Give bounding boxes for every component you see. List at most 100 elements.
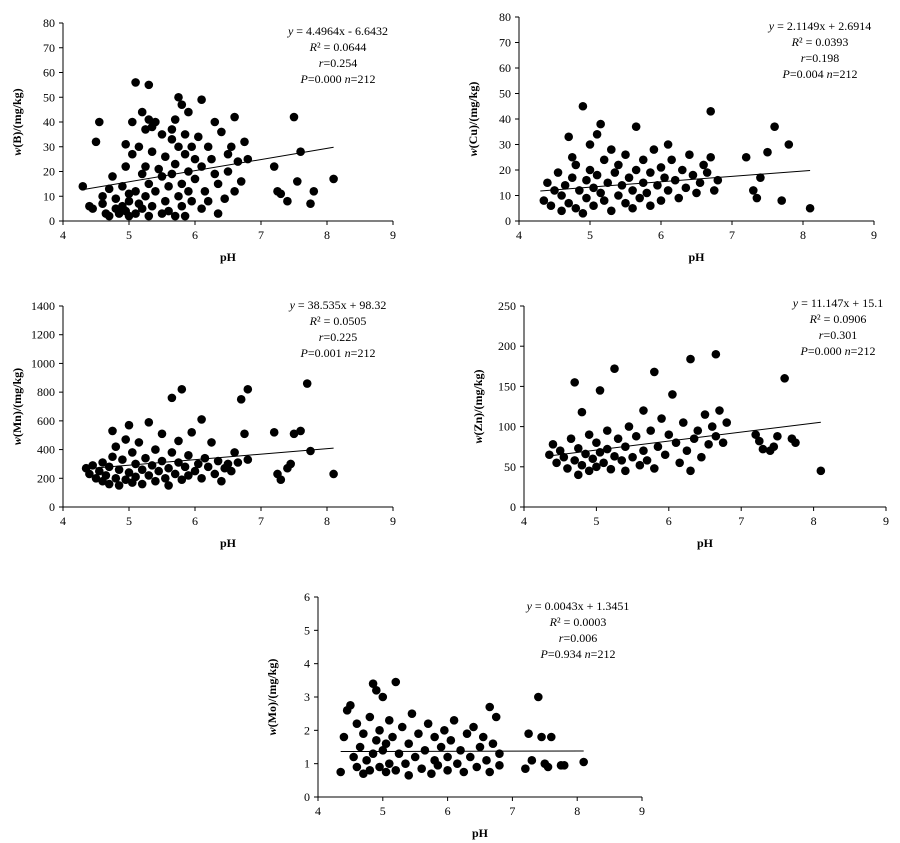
data-point [456,746,465,755]
data-point [639,406,648,415]
data-point [617,181,627,190]
data-point [194,459,203,469]
data-point [678,165,687,175]
data-point [628,452,637,462]
data-point [756,173,765,182]
y-tick-label: 0 [510,500,516,514]
x-tick-label: 6 [445,804,451,818]
r-squared-label: R² = 0.0906 [809,312,867,326]
data-point [682,446,692,456]
data-point [621,150,630,159]
data-point [128,149,137,159]
data-point [161,473,170,483]
x-tick-label: 7 [258,228,264,242]
y-tick-label: 600 [37,414,55,428]
data-point [602,426,612,435]
x-tick-label: 5 [380,804,386,818]
data-point [642,456,652,465]
data-point [240,429,249,439]
data-point [777,196,786,205]
x-tick-label: 9 [390,514,396,528]
data-point [203,142,213,152]
data-point [614,160,623,170]
x-tick-label: 8 [324,514,330,528]
data-point [606,464,616,474]
data-point [709,186,719,195]
data-point [585,165,595,175]
data-point [336,767,345,777]
data-point [362,756,371,765]
x-tick-label: 8 [800,228,806,242]
data-point [147,461,157,470]
data-point [141,125,150,134]
data-point [624,422,634,431]
data-point [170,469,180,479]
data-point [161,196,170,206]
y-tick-label: 150 [498,379,516,393]
y-tick-label: 60 [43,66,55,80]
data-point [707,422,717,431]
chart-mn: 4 5 6 7 8 9 0 200 400 600 800 1000 1200 1400 pH w(Mn)/(… [10,298,396,550]
data-point [144,471,154,480]
data-point [177,384,187,394]
data-point [381,767,391,777]
data-point [534,692,543,702]
data-point [177,201,187,211]
data-point [134,438,144,447]
data-point [161,152,170,161]
data-point [417,764,426,773]
data-point [114,481,124,490]
x-tick-label: 5 [126,514,132,528]
data-point [210,469,220,479]
data-point [174,458,183,467]
data-point [98,199,107,208]
trend-line [82,146,334,191]
data-point [631,122,641,131]
data-point [137,204,147,213]
y-tick-label: 0 [304,790,310,804]
data-point [688,170,698,180]
x-axis-label: pH [697,536,714,550]
data-point [368,749,378,758]
data-point [635,193,644,203]
y-tick-label: 200 [498,339,516,353]
data-point [584,430,594,439]
data-point [391,677,401,687]
data-point [574,444,583,453]
data-point [114,465,124,474]
data-point [141,162,150,171]
data-point [697,452,706,462]
data-point [692,188,701,198]
data-point [570,378,579,387]
data-point [657,414,666,423]
data-point [269,162,279,171]
data-point [111,473,121,483]
data-point [674,193,684,203]
data-point [91,473,101,483]
p-n-label: P=0.000 n=212 [800,344,876,358]
data-point [430,732,439,742]
data-point [559,452,569,462]
x-tick-label: 5 [126,228,132,242]
data-point [180,462,190,472]
y-tick-label: 800 [37,385,55,399]
data-point [550,186,559,195]
y-tick-label: 250 [498,299,516,313]
data-point [667,155,676,165]
data-point [397,722,407,732]
data-point [137,107,147,117]
data-point [770,122,779,131]
data-point [571,203,581,213]
regression-equation: y = 38.535x + 98.32 [289,298,387,312]
data-point [621,198,630,208]
data-point [372,736,381,745]
data-point [443,766,452,775]
data-point [571,160,581,170]
data-point [589,201,598,210]
data-point [108,452,117,462]
data-point [475,742,485,752]
data-point [137,169,147,179]
data-point [574,470,583,480]
data-point [436,742,446,752]
data-point [384,716,394,725]
